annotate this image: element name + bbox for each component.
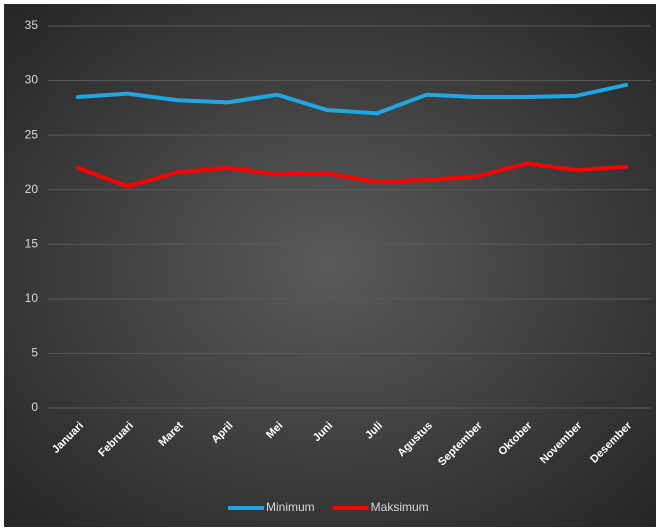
y-tick-label: 35 [25, 18, 39, 32]
y-tick-label: 0 [31, 400, 38, 414]
y-tick-label: 20 [25, 182, 39, 196]
chart-background [4, 4, 656, 527]
legend-label: Maksimum [371, 500, 429, 514]
y-tick-label: 5 [31, 346, 38, 360]
y-tick-label: 25 [25, 127, 39, 141]
legend-label: Minimum [266, 500, 315, 514]
series-line [75, 82, 629, 116]
series-line [75, 161, 629, 189]
y-tick-label: 30 [25, 73, 39, 87]
y-tick-label: 10 [25, 291, 39, 305]
y-tick-label: 15 [25, 236, 39, 250]
